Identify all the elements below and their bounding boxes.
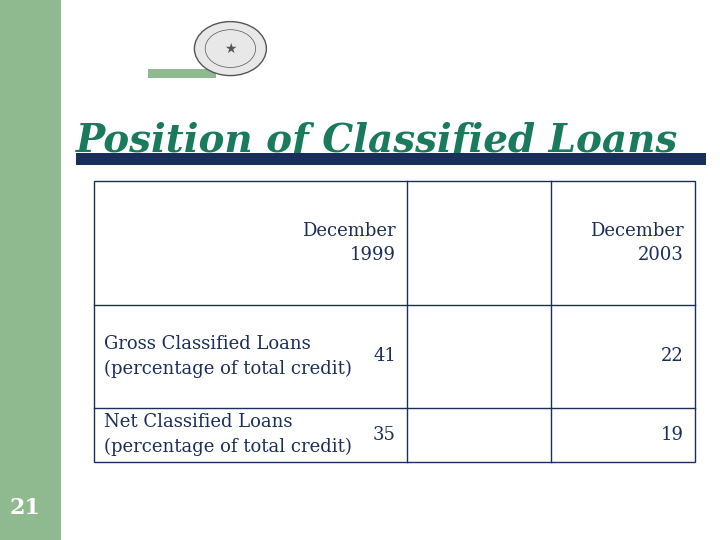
Text: Gross Classified Loans
(percentage of total credit): Gross Classified Loans (percentage of to… bbox=[104, 335, 352, 378]
Text: 21: 21 bbox=[9, 497, 41, 518]
Bar bbox=[0, 0, 61, 540]
Text: 35: 35 bbox=[373, 426, 396, 444]
Text: Net Classified Loans
(percentage of total credit): Net Classified Loans (percentage of tota… bbox=[104, 413, 352, 456]
Text: 41: 41 bbox=[373, 347, 396, 366]
Bar bbox=[76, 153, 706, 165]
Bar bbox=[94, 181, 695, 462]
Text: Position of Classified Loans: Position of Classified Loans bbox=[76, 122, 678, 159]
Circle shape bbox=[194, 22, 266, 76]
Text: December
1999: December 1999 bbox=[302, 221, 396, 265]
Bar bbox=[148, 69, 216, 78]
Text: 19: 19 bbox=[661, 426, 684, 444]
Text: ★: ★ bbox=[224, 42, 237, 56]
Text: December
2003: December 2003 bbox=[590, 221, 684, 265]
Text: 22: 22 bbox=[661, 347, 684, 366]
